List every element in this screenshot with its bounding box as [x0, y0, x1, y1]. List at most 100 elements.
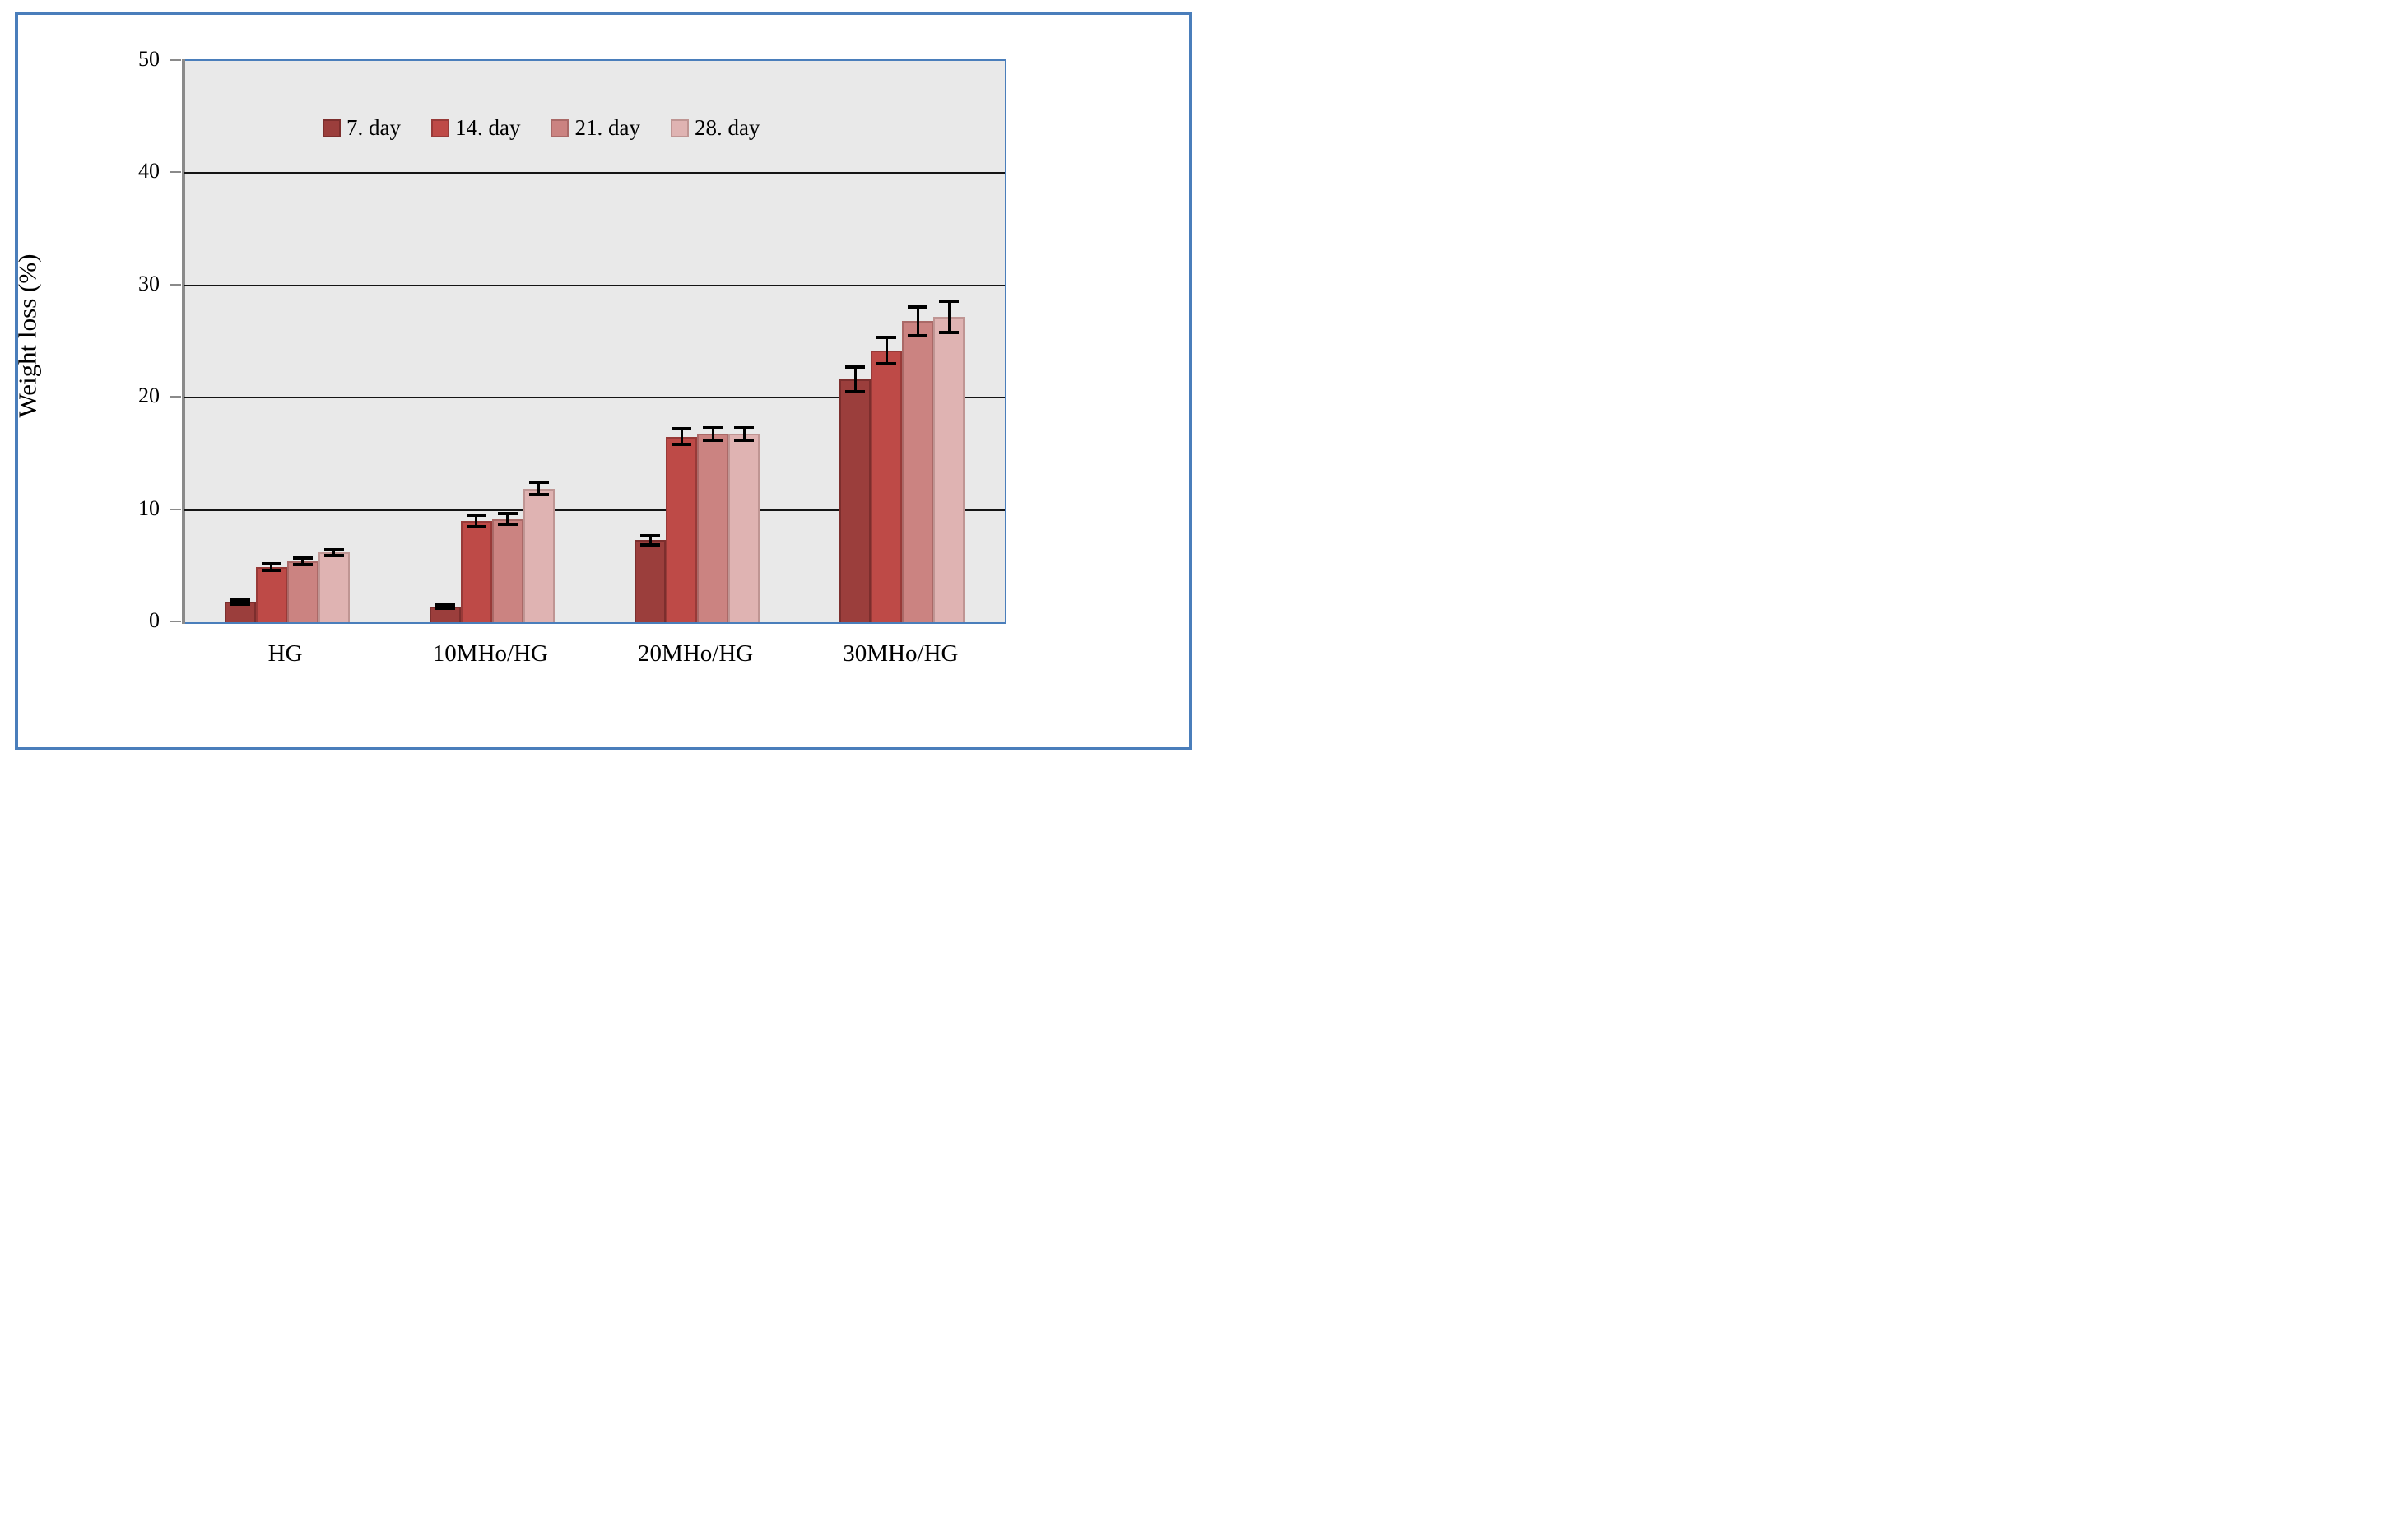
- bar-HG-28day: [318, 552, 350, 622]
- error-bar: [742, 426, 746, 441]
- bar-20MHo/HG-14day: [666, 436, 698, 622]
- y-axis-title: Weight loss (%): [12, 254, 42, 418]
- legend-label: 7. day: [346, 115, 401, 140]
- error-bar: [648, 535, 652, 545]
- error-bar-cap: [939, 299, 960, 303]
- error-bar-cap: [640, 533, 661, 537]
- bar-20MHo/HG-21day: [697, 433, 729, 622]
- error-bar-cap: [497, 512, 518, 516]
- error-bar-cap: [845, 390, 866, 394]
- y-tick-50: [170, 59, 181, 61]
- y-axis-line: [182, 59, 185, 624]
- bar-20MHo/HG-28day: [728, 433, 760, 622]
- y-tick-label-10: 10: [138, 495, 160, 520]
- legend-label: 14. day: [454, 115, 521, 140]
- legend: 7. day 14. day 21. day 28. day: [323, 117, 760, 139]
- bar-30MHo/HG-7day: [839, 379, 872, 622]
- plot-area: 7. day 14. day 21. day 28. day: [182, 59, 1006, 624]
- legend-swatch: [323, 119, 341, 137]
- error-bar-cap: [734, 439, 755, 443]
- error-bar-cap: [703, 439, 723, 443]
- error-bar-cap: [876, 362, 897, 366]
- error-bar: [916, 306, 919, 337]
- error-bar: [711, 426, 714, 441]
- bar-HG-21day: [286, 561, 318, 622]
- error-bar-cap: [466, 514, 486, 518]
- x-category-label-HG: HG: [267, 640, 303, 667]
- legend-swatch: [430, 119, 449, 137]
- error-bar-cap: [292, 556, 313, 560]
- y-tick-10: [170, 508, 181, 510]
- error-bar-cap: [845, 365, 866, 370]
- error-bar: [947, 300, 951, 333]
- y-tick-0: [170, 621, 181, 622]
- error-bar-cap: [672, 427, 692, 431]
- error-bar: [885, 337, 888, 365]
- error-bar: [301, 558, 304, 565]
- y-tick-20: [170, 396, 181, 398]
- legend-item-28day: 28. day: [670, 115, 760, 140]
- error-bar: [475, 515, 478, 528]
- error-bar-cap: [230, 598, 250, 602]
- error-bar: [680, 429, 683, 445]
- chart-canvas: Weight loss (%) 7. day 14. day 21. day 28. …: [0, 0, 1204, 760]
- legend-item-14day: 14. day: [430, 115, 521, 140]
- gridline-10: [184, 509, 1005, 511]
- x-category-label-10MHo/HG: 10MHo/HG: [432, 640, 548, 667]
- bar-10MHo/HG-28day: [523, 488, 555, 622]
- y-tick-label-30: 30: [138, 271, 160, 295]
- legend-swatch: [551, 119, 569, 137]
- error-bar-cap: [292, 563, 313, 567]
- error-bar-cap: [435, 606, 455, 610]
- y-tick-label-50: 50: [138, 47, 160, 71]
- error-bar-cap: [261, 569, 281, 573]
- gridline-40: [184, 172, 1005, 174]
- legend-swatch: [670, 119, 689, 137]
- legend-label: 21. day: [574, 115, 640, 140]
- legend-item-7day: 7. day: [323, 117, 401, 139]
- error-bar: [444, 604, 447, 608]
- error-bar-cap: [640, 542, 661, 547]
- error-bar-cap: [528, 493, 549, 497]
- gridline-20: [184, 397, 1005, 399]
- error-bar-cap: [466, 525, 486, 529]
- error-bar-cap: [230, 602, 250, 607]
- error-bar-cap: [528, 481, 549, 485]
- legend-label: 28. day: [694, 115, 760, 140]
- bar-30MHo/HG-14day: [871, 350, 903, 622]
- error-bar-cap: [323, 553, 344, 557]
- error-bar: [270, 564, 273, 571]
- y-tick-30: [170, 283, 181, 286]
- error-bar: [239, 599, 242, 605]
- bar-HG-14day: [255, 567, 287, 622]
- error-bar-cap: [497, 522, 518, 526]
- error-bar: [332, 550, 336, 556]
- y-tick-label-0: 0: [149, 608, 160, 632]
- error-bar-cap: [435, 602, 455, 607]
- error-bar-cap: [672, 443, 692, 447]
- error-bar: [506, 514, 509, 524]
- bar-10MHo/HG-14day: [460, 521, 492, 622]
- error-bar-cap: [734, 425, 755, 429]
- bar-10MHo/HG-21day: [491, 519, 523, 622]
- error-bar-cap: [908, 305, 928, 309]
- x-category-label-30MHo/HG: 30MHo/HG: [843, 640, 959, 667]
- gridline-30: [184, 284, 1005, 286]
- y-tick-40: [170, 171, 181, 174]
- bar-30MHo/HG-28day: [933, 317, 965, 622]
- error-bar-cap: [908, 334, 928, 338]
- legend-item-21day: 21. day: [551, 115, 640, 140]
- bar-20MHo/HG-7day: [635, 540, 667, 622]
- error-bar: [537, 482, 541, 495]
- y-tick-label-40: 40: [138, 159, 160, 184]
- error-bar-cap: [703, 425, 723, 429]
- error-bar-cap: [939, 331, 960, 335]
- error-bar-cap: [876, 335, 897, 339]
- error-bar-cap: [323, 548, 344, 552]
- y-tick-label-20: 20: [138, 384, 160, 408]
- x-category-label-20MHo/HG: 20MHo/HG: [638, 640, 754, 667]
- chart-frame: Weight loss (%) 7. day 14. day 21. day 28. …: [12, 12, 1192, 750]
- bar-30MHo/HG-21day: [902, 321, 934, 622]
- error-bar-cap: [261, 562, 281, 566]
- error-bar: [853, 367, 857, 393]
